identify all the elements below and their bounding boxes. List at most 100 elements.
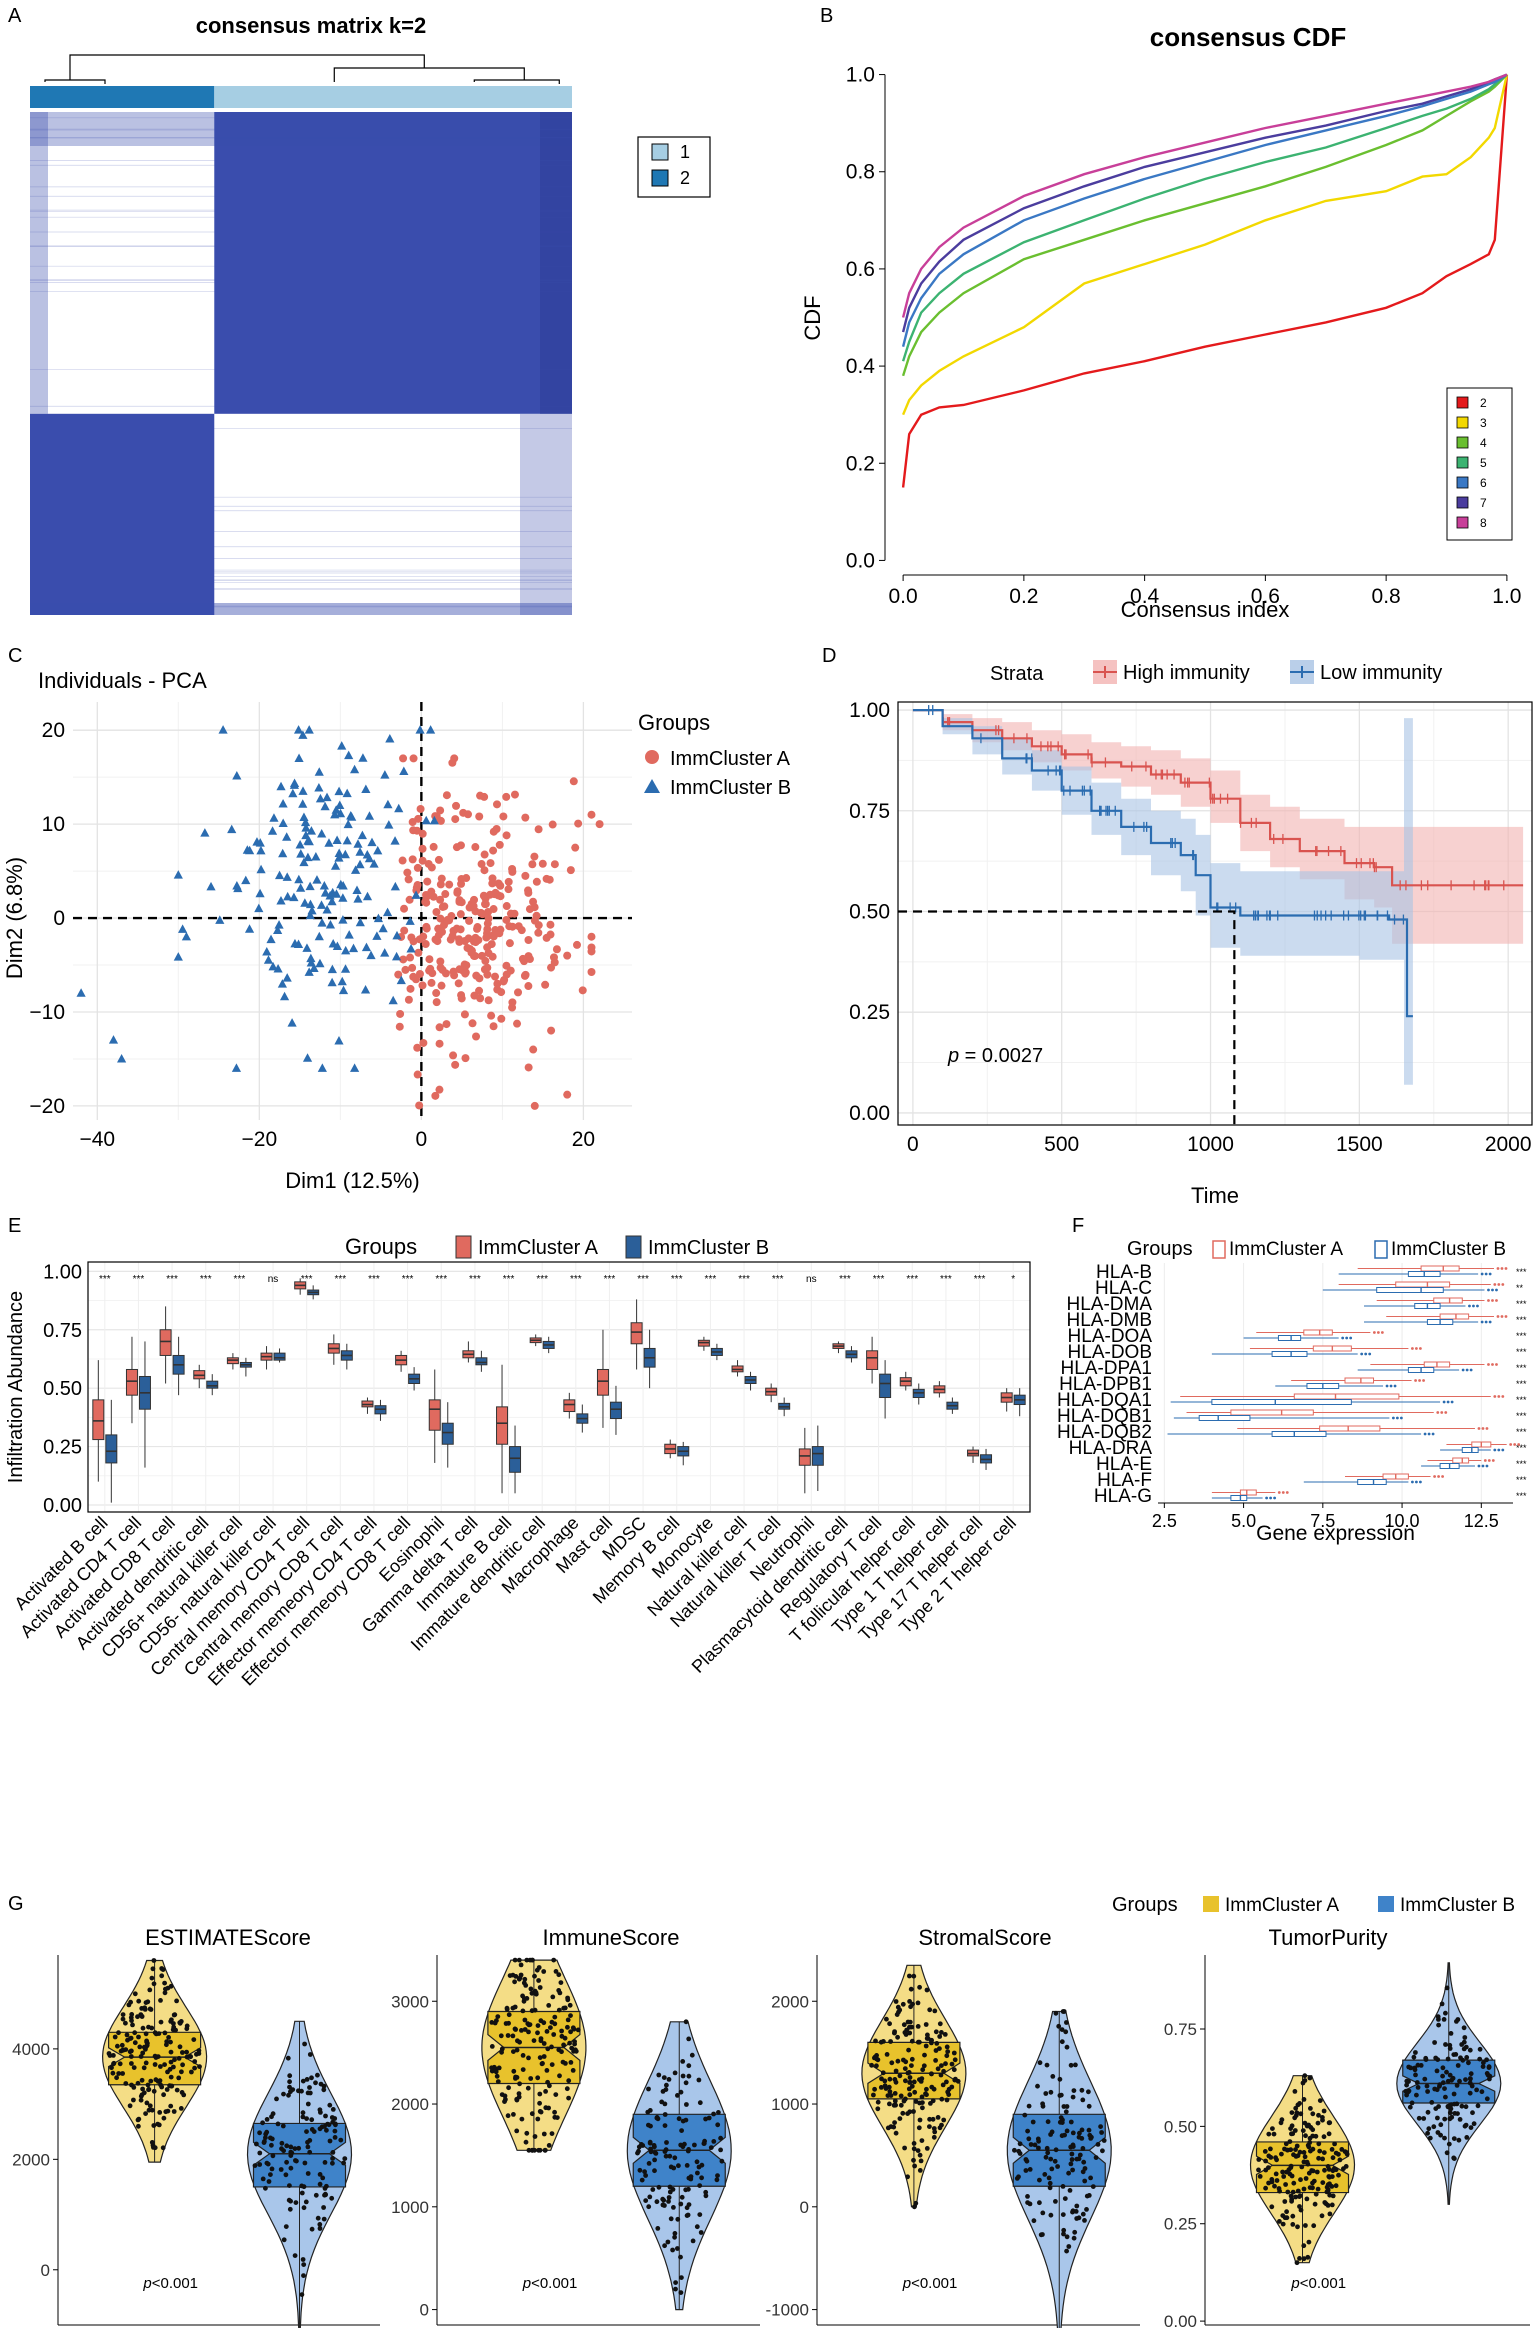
x-tick-label: 0.2 [1009, 585, 1038, 608]
g-jitter-point [330, 2160, 335, 2166]
g-jitter-point [1470, 2110, 1475, 2116]
f-outlier [1468, 1304, 1471, 1308]
g-jitter-point [130, 2022, 135, 2028]
g-jitter-point [1294, 2110, 1300, 2116]
pca-point-b [384, 820, 394, 829]
g-jitter-point [1044, 2062, 1050, 2068]
g-jitter-point [891, 2102, 897, 2108]
g-jitter-point [1026, 2103, 1032, 2109]
pca-point-a [474, 936, 483, 945]
x-tick-label: 5.0 [1231, 1511, 1256, 1531]
pca-point-a [495, 840, 504, 849]
pca-point-b [304, 836, 314, 846]
g-jitter-point [264, 2117, 270, 2122]
pca-point-b [388, 995, 398, 1005]
pca-point-a [399, 754, 408, 763]
g-jitter-point [304, 2077, 310, 2082]
pca-point-a [396, 1009, 405, 1018]
pca-point-b [347, 812, 357, 821]
g-jitter-point [1282, 2199, 1288, 2204]
g-jitter-point [1022, 2112, 1028, 2118]
pca-point-a [460, 1010, 469, 1019]
g-jitter-point [1070, 2130, 1076, 2136]
pca-point-a [470, 895, 479, 904]
y-tick-label: 0.4 [846, 355, 876, 378]
g-jitter-point [518, 1972, 524, 1978]
g-jitter-point [1077, 2130, 1082, 2136]
g-jitter-point [675, 2246, 680, 2251]
g-jitter-point [287, 2206, 293, 2212]
pca-point-b [299, 857, 309, 867]
g-jitter-point [1280, 2221, 1286, 2227]
g-jitter-point [300, 2257, 306, 2262]
g-jitter-point [1455, 2017, 1461, 2022]
g-jitter-point [699, 2175, 704, 2181]
pca-point-b [277, 979, 287, 988]
g-jitter-point [935, 2066, 941, 2072]
g-jitter-point [901, 2022, 907, 2028]
pca-point-a [395, 1022, 404, 1031]
g-jitter-point [138, 2054, 144, 2059]
pca-point-b [373, 845, 383, 855]
e-significance: ns [806, 1274, 817, 1285]
g-jitter-point [1415, 2085, 1421, 2090]
pca-point-b [289, 892, 299, 902]
e-significance: ns [268, 1274, 279, 1285]
g-jitter-point [939, 2030, 944, 2035]
g-jitter-point [567, 2002, 573, 2008]
pca-point-b [254, 903, 264, 913]
g-jitter-point [875, 2099, 881, 2105]
g-jitter-point [1463, 2122, 1469, 2128]
pca-point-a [394, 970, 403, 979]
g-jitter-point [1037, 2200, 1042, 2206]
g-jitter-point [141, 2090, 147, 2096]
g-jitter-point [1458, 2055, 1463, 2061]
g-jitter-point [1067, 2188, 1073, 2193]
g-jitter-point [1304, 2196, 1310, 2202]
g-jitter-point [1272, 2183, 1277, 2189]
pca-point-b [324, 838, 334, 847]
g-jitter-point [143, 2031, 149, 2037]
pca-point-b [364, 853, 375, 863]
g-jitter-point [546, 2143, 552, 2148]
g-jitter-point [905, 2070, 911, 2076]
f-outlier [1476, 1304, 1479, 1308]
pca-point-a [504, 885, 513, 894]
g-jitter-point [124, 2032, 130, 2038]
g-jitter-point [489, 2065, 494, 2071]
g-jitter-point [556, 2047, 562, 2053]
pca-point-b [312, 875, 322, 884]
f-outlier [1493, 1395, 1497, 1398]
e-significance: *** [604, 1274, 616, 1285]
pca-point-a [461, 968, 470, 977]
pca-point-b [279, 991, 290, 1001]
pca-point-b [178, 924, 188, 933]
g-jitter-point [129, 2018, 134, 2023]
g-jitter-point [1333, 2183, 1339, 2189]
g-pvalue-rest: <0.001 [1300, 2275, 1346, 2292]
g-jitter-point [1059, 2039, 1065, 2045]
g-jitter-point [526, 2029, 531, 2035]
g-jitter-point [1050, 2074, 1056, 2079]
g-jitter-point [941, 2117, 947, 2123]
pca-point-b [327, 896, 337, 906]
g-jitter-point [495, 2079, 501, 2085]
g-jitter-point [570, 2068, 576, 2073]
g-jitter-point [872, 2086, 877, 2092]
f-significance: *** [1516, 1443, 1527, 1453]
g-jitter-point [1048, 2156, 1054, 2162]
g-jitter-point [664, 2140, 669, 2145]
cdf-legend-label: 8 [1480, 516, 1487, 530]
f-outlier [1480, 1320, 1484, 1324]
g-jitter-point [639, 2177, 645, 2183]
f-category-label: HLA-DMB [1066, 1310, 1152, 1331]
g-jitter-point [900, 2001, 906, 2007]
pca-point-a [434, 855, 443, 864]
g-jitter-point [887, 2076, 893, 2082]
f-box [1271, 1431, 1327, 1437]
g-jitter-point [1101, 2138, 1107, 2143]
g-jitter-point [636, 2148, 641, 2154]
f-outlier [1472, 1304, 1475, 1308]
pca-point-a [404, 995, 413, 1004]
